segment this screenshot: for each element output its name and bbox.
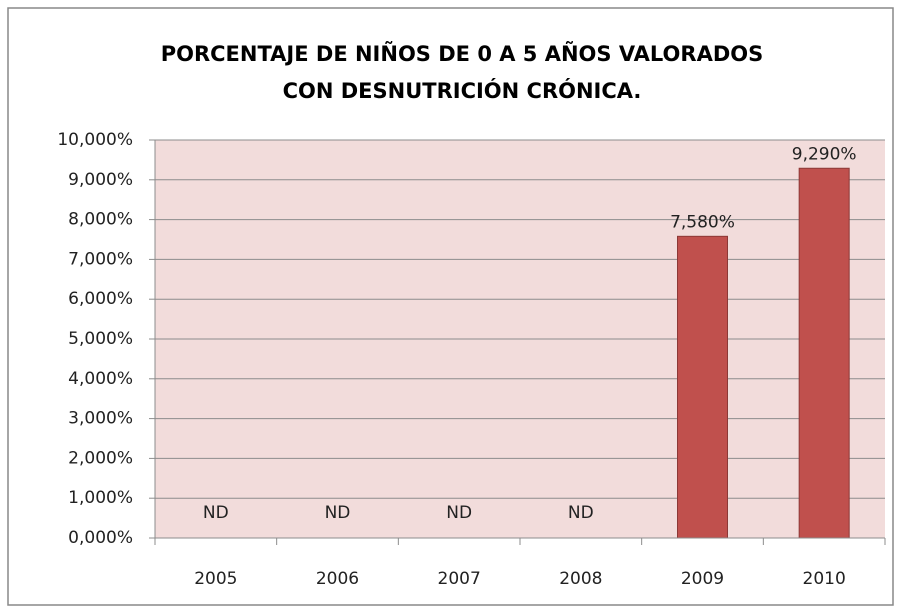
y-tick-label: 2,000% (68, 448, 133, 468)
value-label: ND (446, 503, 472, 523)
y-tick-label: 0,000% (68, 528, 133, 548)
y-tick-label: 1,000% (68, 488, 133, 508)
value-label: ND (568, 503, 594, 523)
chart-title: PORCENTAJE DE NIÑOS DE 0 A 5 AÑOS VALORA… (161, 41, 764, 66)
value-label: ND (325, 503, 351, 523)
y-tick-label: 3,000% (68, 409, 133, 429)
y-tick-label: 8,000% (68, 210, 133, 230)
value-label: 9,290% (792, 144, 857, 164)
y-tick-label: 4,000% (68, 369, 133, 389)
y-tick-label: 9,000% (68, 170, 133, 190)
y-tick-label: 5,000% (68, 329, 133, 349)
x-tick-label: 2009 (681, 569, 724, 589)
x-tick-label: 2008 (559, 569, 602, 589)
chart-title: CON DESNUTRICIÓN CRÓNICA. (283, 78, 642, 103)
x-tick-label: 2007 (438, 569, 481, 589)
value-label: ND (203, 503, 229, 523)
bar (677, 235, 728, 539)
bar (798, 167, 850, 539)
x-tick-label: 2006 (316, 569, 359, 589)
y-tick-label: 10,000% (57, 130, 133, 150)
y-tick-label: 7,000% (68, 249, 133, 269)
value-label: 7,580% (670, 212, 735, 232)
x-tick-label: 2010 (803, 569, 846, 589)
x-tick-label: 2005 (194, 569, 237, 589)
y-tick-label: 6,000% (68, 289, 133, 309)
